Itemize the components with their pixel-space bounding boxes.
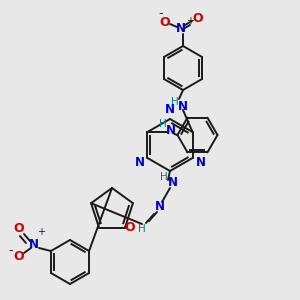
Text: N: N (165, 103, 175, 116)
Text: O: O (14, 250, 24, 262)
Text: O: O (193, 11, 203, 25)
Text: N: N (176, 22, 186, 34)
Text: H: H (160, 172, 168, 182)
Text: N: N (29, 238, 39, 250)
Text: +: + (37, 227, 45, 237)
Text: H: H (171, 97, 179, 107)
Text: N: N (155, 200, 165, 214)
Text: -: - (9, 244, 13, 257)
Text: N: N (168, 176, 178, 188)
Text: N: N (166, 124, 176, 136)
Text: -: - (159, 8, 163, 20)
Text: N: N (135, 156, 145, 169)
Text: H: H (159, 119, 167, 129)
Text: O: O (124, 221, 135, 234)
Text: O: O (14, 221, 24, 235)
Text: +: + (186, 16, 194, 26)
Text: N: N (195, 156, 206, 169)
Text: H: H (138, 224, 146, 234)
Text: O: O (160, 16, 170, 28)
Text: N: N (178, 100, 188, 112)
